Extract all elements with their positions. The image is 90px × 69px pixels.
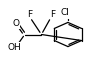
Text: O: O: [12, 19, 19, 28]
Text: Cl: Cl: [60, 8, 69, 17]
Text: OH: OH: [7, 43, 21, 52]
Text: F: F: [27, 10, 32, 19]
Text: F: F: [51, 10, 56, 19]
